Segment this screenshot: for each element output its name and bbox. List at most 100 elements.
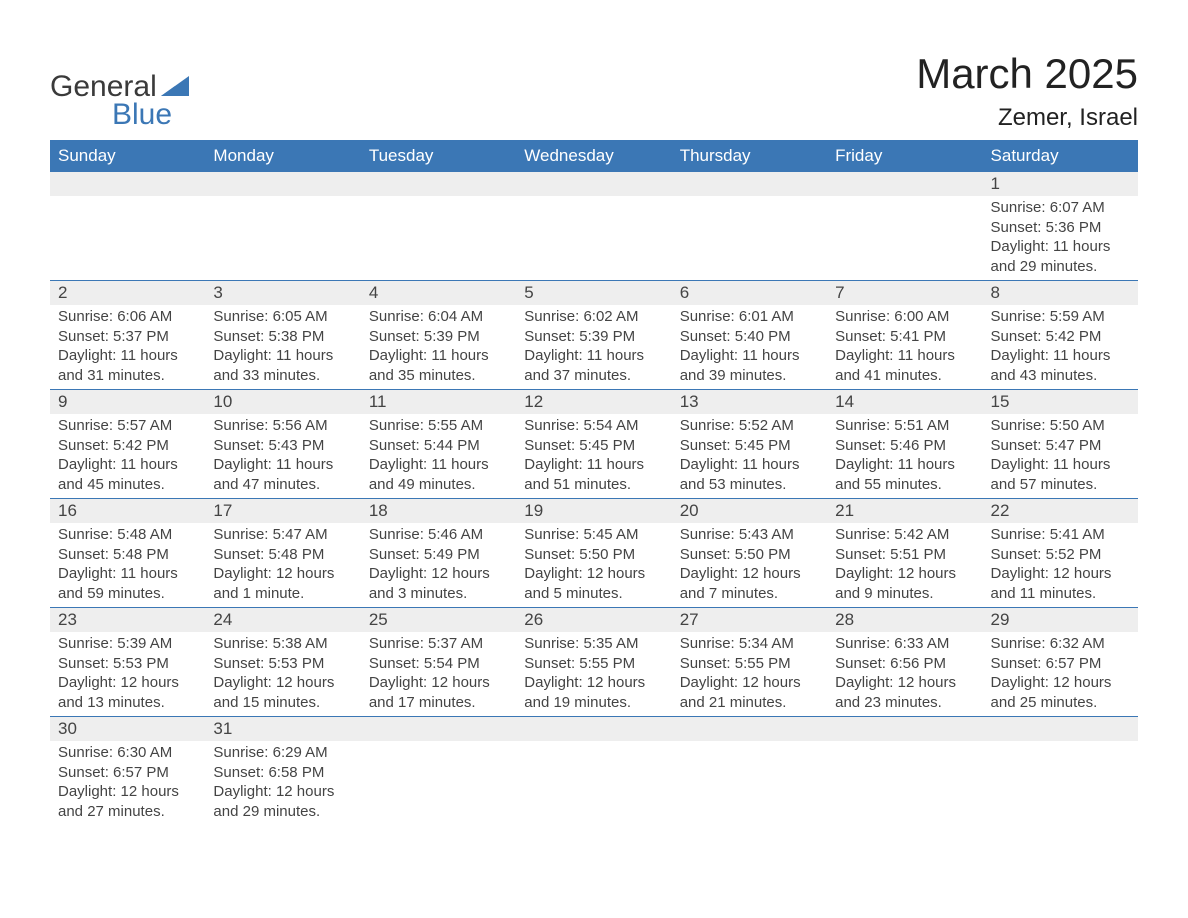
daylight-line-2: and 49 minutes. — [369, 475, 508, 495]
daylight-line-1: Daylight: 11 hours — [835, 346, 974, 366]
day-number-cell: 5 — [516, 281, 671, 306]
day-number: 25 — [361, 608, 516, 632]
day-detail: Sunrise: 6:04 AMSunset: 5:39 PMDaylight:… — [361, 305, 516, 389]
day-number-cell — [983, 717, 1138, 742]
day-number-cell: 18 — [361, 499, 516, 524]
week-detail-row: Sunrise: 5:48 AMSunset: 5:48 PMDaylight:… — [50, 523, 1138, 608]
sunrise-line: Sunrise: 6:05 AM — [213, 307, 352, 327]
day-detail-cell: Sunrise: 5:52 AMSunset: 5:45 PMDaylight:… — [672, 414, 827, 499]
sunset-line: Sunset: 5:50 PM — [680, 545, 819, 565]
daylight-line-2: and 5 minutes. — [524, 584, 663, 604]
day-number-cell: 25 — [361, 608, 516, 633]
sunset-line: Sunset: 5:53 PM — [58, 654, 197, 674]
sunset-line: Sunset: 5:50 PM — [524, 545, 663, 565]
day-number: 19 — [516, 499, 671, 523]
daylight-line-2: and 37 minutes. — [524, 366, 663, 386]
sunrise-line: Sunrise: 6:01 AM — [680, 307, 819, 327]
sunset-line: Sunset: 5:48 PM — [58, 545, 197, 565]
header-row: General Blue March 2025 Zemer, Israel — [50, 50, 1138, 132]
day-detail: Sunrise: 5:48 AMSunset: 5:48 PMDaylight:… — [50, 523, 205, 607]
daylight-line-1: Daylight: 11 hours — [991, 346, 1130, 366]
week-detail-row: Sunrise: 5:57 AMSunset: 5:42 PMDaylight:… — [50, 414, 1138, 499]
sunset-line: Sunset: 6:56 PM — [835, 654, 974, 674]
daylight-line-2: and 29 minutes. — [213, 802, 352, 822]
day-detail — [361, 741, 516, 821]
daylight-line-2: and 1 minute. — [213, 584, 352, 604]
daylight-line-2: and 27 minutes. — [58, 802, 197, 822]
day-detail: Sunrise: 5:55 AMSunset: 5:44 PMDaylight:… — [361, 414, 516, 498]
day-detail: Sunrise: 5:43 AMSunset: 5:50 PMDaylight:… — [672, 523, 827, 607]
daylight-line-2: and 55 minutes. — [835, 475, 974, 495]
sunrise-line: Sunrise: 5:48 AM — [58, 525, 197, 545]
day-detail: Sunrise: 5:34 AMSunset: 5:55 PMDaylight:… — [672, 632, 827, 716]
day-detail-cell — [361, 741, 516, 825]
sunrise-line: Sunrise: 6:02 AM — [524, 307, 663, 327]
day-detail-cell: Sunrise: 5:56 AMSunset: 5:43 PMDaylight:… — [205, 414, 360, 499]
day-detail: Sunrise: 6:32 AMSunset: 6:57 PMDaylight:… — [983, 632, 1138, 716]
daylight-line-1: Daylight: 11 hours — [991, 237, 1130, 257]
sunrise-line: Sunrise: 5:46 AM — [369, 525, 508, 545]
day-detail-cell: Sunrise: 5:43 AMSunset: 5:50 PMDaylight:… — [672, 523, 827, 608]
day-number: 30 — [50, 717, 205, 741]
day-number: 17 — [205, 499, 360, 523]
day-number-cell: 14 — [827, 390, 982, 415]
day-detail — [983, 741, 1138, 821]
day-detail-cell — [983, 741, 1138, 825]
week-number-row: 1 — [50, 172, 1138, 196]
day-number-cell: 8 — [983, 281, 1138, 306]
day-detail-cell: Sunrise: 5:37 AMSunset: 5:54 PMDaylight:… — [361, 632, 516, 717]
day-number — [827, 172, 982, 176]
day-detail-cell: Sunrise: 6:33 AMSunset: 6:56 PMDaylight:… — [827, 632, 982, 717]
day-number: 14 — [827, 390, 982, 414]
day-number-cell — [361, 717, 516, 742]
location-label: Zemer, Israel — [916, 104, 1138, 132]
sunrise-line: Sunrise: 5:35 AM — [524, 634, 663, 654]
day-detail-cell — [827, 196, 982, 281]
day-detail: Sunrise: 5:37 AMSunset: 5:54 PMDaylight:… — [361, 632, 516, 716]
day-number — [516, 717, 671, 721]
daylight-line-1: Daylight: 11 hours — [213, 455, 352, 475]
day-number-cell: 4 — [361, 281, 516, 306]
daylight-line-2: and 23 minutes. — [835, 693, 974, 713]
day-number: 8 — [983, 281, 1138, 305]
month-title: March 2025 — [916, 50, 1138, 98]
sunset-line: Sunset: 5:49 PM — [369, 545, 508, 565]
day-number: 5 — [516, 281, 671, 305]
daylight-line-1: Daylight: 11 hours — [524, 346, 663, 366]
daylight-line-1: Daylight: 12 hours — [213, 564, 352, 584]
day-number — [983, 717, 1138, 721]
day-detail — [827, 741, 982, 821]
day-number — [361, 717, 516, 721]
day-detail — [361, 196, 516, 276]
daylight-line-1: Daylight: 12 hours — [369, 564, 508, 584]
daylight-line-1: Daylight: 12 hours — [524, 564, 663, 584]
day-number-cell: 11 — [361, 390, 516, 415]
daylight-line-1: Daylight: 11 hours — [369, 455, 508, 475]
daylight-line-1: Daylight: 12 hours — [991, 564, 1130, 584]
daylight-line-1: Daylight: 11 hours — [58, 564, 197, 584]
sunrise-line: Sunrise: 6:33 AM — [835, 634, 974, 654]
day-detail-cell: Sunrise: 5:48 AMSunset: 5:48 PMDaylight:… — [50, 523, 205, 608]
sunrise-line: Sunrise: 5:47 AM — [213, 525, 352, 545]
day-detail: Sunrise: 6:29 AMSunset: 6:58 PMDaylight:… — [205, 741, 360, 825]
day-number-cell: 16 — [50, 499, 205, 524]
daylight-line-2: and 57 minutes. — [991, 475, 1130, 495]
daylight-line-1: Daylight: 11 hours — [213, 346, 352, 366]
day-detail — [516, 196, 671, 276]
day-detail-cell: Sunrise: 6:32 AMSunset: 6:57 PMDaylight:… — [983, 632, 1138, 717]
day-number-cell: 17 — [205, 499, 360, 524]
day-detail-cell: Sunrise: 6:07 AMSunset: 5:36 PMDaylight:… — [983, 196, 1138, 281]
daylight-line-2: and 43 minutes. — [991, 366, 1130, 386]
daylight-line-2: and 41 minutes. — [835, 366, 974, 386]
week-detail-row: Sunrise: 5:39 AMSunset: 5:53 PMDaylight:… — [50, 632, 1138, 717]
sunset-line: Sunset: 5:41 PM — [835, 327, 974, 347]
sunrise-line: Sunrise: 5:59 AM — [991, 307, 1130, 327]
day-number-cell: 26 — [516, 608, 671, 633]
day-number: 3 — [205, 281, 360, 305]
daylight-line-1: Daylight: 12 hours — [213, 673, 352, 693]
day-number-cell: 1 — [983, 172, 1138, 196]
day-detail-cell: Sunrise: 5:45 AMSunset: 5:50 PMDaylight:… — [516, 523, 671, 608]
day-number: 1 — [983, 172, 1138, 196]
day-detail — [516, 741, 671, 821]
day-detail-cell: Sunrise: 5:54 AMSunset: 5:45 PMDaylight:… — [516, 414, 671, 499]
